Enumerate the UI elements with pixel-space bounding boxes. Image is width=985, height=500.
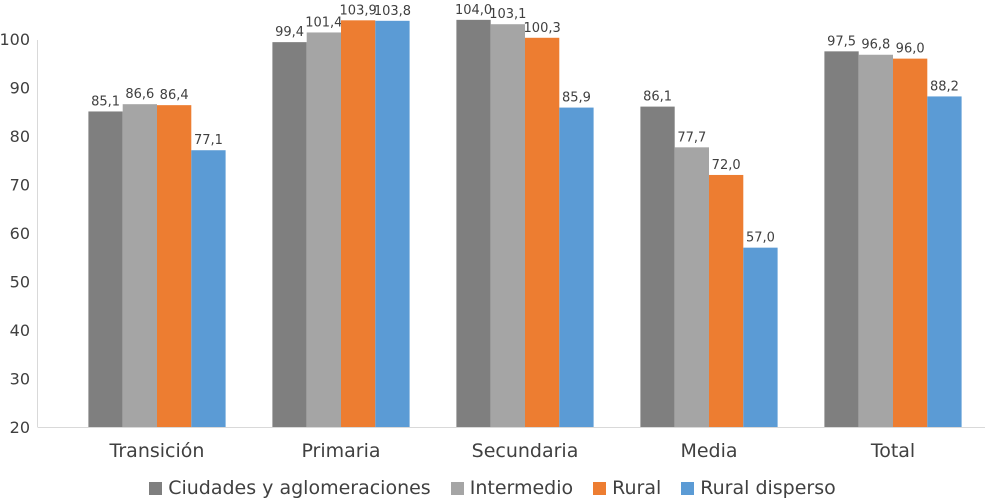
legend-label: Ciudades y aglomeraciones xyxy=(168,477,431,499)
legend-item: Rural disperso xyxy=(681,477,836,499)
bar xyxy=(88,111,123,427)
y-tick-label: 60 xyxy=(10,224,30,243)
legend-label: Intermedio xyxy=(469,477,574,499)
legend-item: Intermedio xyxy=(450,477,574,499)
data-label: 86,4 xyxy=(160,88,189,103)
bar xyxy=(709,174,744,427)
bar xyxy=(858,54,893,428)
legend-item: Ciudades y aglomeraciones xyxy=(149,477,431,499)
x-category-label: Total xyxy=(870,440,915,462)
bar xyxy=(824,51,859,428)
bar xyxy=(640,106,675,428)
bar-chart-svg: 20 30 40 50 60 70 80 90 100 85,1 86,6 86,4 77,1 Trans… xyxy=(0,3,985,462)
data-label: 77,1 xyxy=(194,133,223,148)
data-label: 77,7 xyxy=(677,130,706,145)
data-label: 96,8 xyxy=(861,38,890,53)
legend-swatch xyxy=(149,481,163,495)
x-category-label: Transición xyxy=(109,440,205,462)
bar xyxy=(559,107,594,427)
bar xyxy=(306,32,341,428)
data-label: 88,2 xyxy=(930,79,959,94)
bar xyxy=(375,20,410,428)
bar xyxy=(743,247,778,427)
bar xyxy=(191,150,226,427)
data-label: 99,4 xyxy=(275,25,304,40)
data-label: 100,3 xyxy=(524,21,561,36)
bar xyxy=(272,42,307,428)
y-tick-label: 50 xyxy=(10,273,30,292)
data-label: 86,1 xyxy=(643,90,672,105)
x-category-label: Secundaria xyxy=(472,440,579,462)
data-label: 103,9 xyxy=(340,3,377,18)
chart-legend: Ciudades y aglomeraciones Intermedio Rural… xyxy=(0,476,985,500)
legend-swatch xyxy=(681,481,695,495)
data-label: 97,5 xyxy=(827,34,856,49)
bar xyxy=(122,104,157,427)
x-category-label: Primaria xyxy=(301,440,380,462)
data-label: 104,0 xyxy=(455,3,492,18)
bar xyxy=(893,58,928,427)
data-label: 96,0 xyxy=(896,42,925,57)
bar xyxy=(341,20,376,428)
y-tick-label: 90 xyxy=(10,79,30,98)
legend-swatch xyxy=(593,481,607,495)
legend-label: Rural xyxy=(612,477,662,499)
data-label: 72,0 xyxy=(712,158,741,173)
data-label: 103,8 xyxy=(374,4,411,19)
data-label: 57,0 xyxy=(746,231,775,246)
bar xyxy=(490,24,525,427)
y-tick-label: 70 xyxy=(10,176,30,195)
y-tick-label: 80 xyxy=(10,127,30,146)
legend-label: Rural disperso xyxy=(700,477,836,499)
bar xyxy=(525,37,560,427)
data-label: 85,9 xyxy=(562,91,591,106)
y-tick-label: 30 xyxy=(10,370,30,389)
y-tick-label: 40 xyxy=(10,321,30,340)
y-tick-label: 20 xyxy=(10,418,30,437)
x-category-label: Media xyxy=(680,440,737,462)
bar xyxy=(927,96,962,427)
data-label: 85,1 xyxy=(91,94,120,109)
legend-swatch xyxy=(450,481,464,495)
y-tick-label: 100 xyxy=(0,30,30,49)
legend-item: Rural xyxy=(593,477,661,499)
bar xyxy=(674,147,709,427)
data-label: 101,4 xyxy=(305,15,342,30)
bar xyxy=(157,105,192,427)
data-label: 103,1 xyxy=(489,7,526,22)
bar xyxy=(456,19,491,428)
data-label: 86,6 xyxy=(125,87,154,102)
